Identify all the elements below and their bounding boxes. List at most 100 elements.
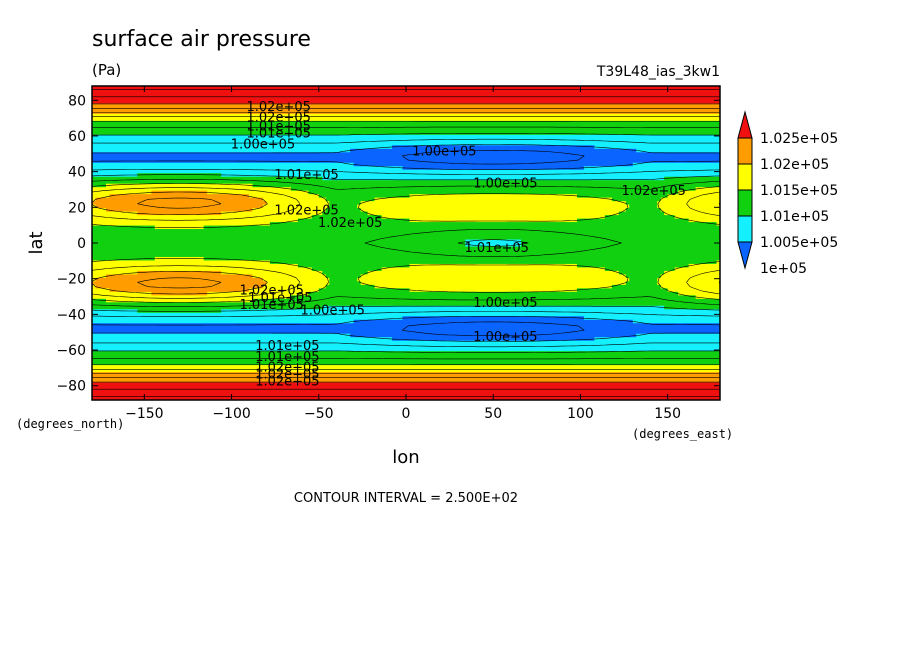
field-cell xyxy=(632,319,720,324)
x-units-label: (degrees_east) xyxy=(632,427,733,441)
contour-line xyxy=(92,126,720,360)
y-tick-label: −60 xyxy=(56,343,86,359)
colorbar-label: 1e+05 xyxy=(760,261,807,277)
contour-line xyxy=(92,89,720,397)
contour-line xyxy=(92,108,720,378)
colorbar-swatch-bottom xyxy=(737,241,753,270)
contour-interval-note: CONTOUR INTERVAL = 2.500E+02 xyxy=(294,491,518,506)
field-cell xyxy=(329,277,358,282)
field-cell xyxy=(329,204,358,209)
field-cell xyxy=(392,337,595,342)
field-cell xyxy=(95,197,264,202)
field-cell xyxy=(667,288,720,293)
field-cell xyxy=(92,197,97,202)
field-cell xyxy=(350,148,637,153)
field-cell xyxy=(618,270,665,275)
x-axis-title: lon xyxy=(392,447,419,468)
y-tick-label: 80 xyxy=(68,93,86,109)
field-cell xyxy=(318,288,411,293)
field-cell xyxy=(409,288,578,293)
field-cell xyxy=(92,319,355,324)
y-tick-label: 60 xyxy=(68,129,86,145)
field-cell xyxy=(92,344,720,349)
field-cell xyxy=(92,117,720,122)
field-cell xyxy=(109,194,250,199)
field-cell xyxy=(92,340,720,345)
field-cell xyxy=(290,295,697,300)
field-cell xyxy=(297,263,411,269)
contour-label: 1.01e+05 xyxy=(274,168,338,183)
field-cell xyxy=(611,284,662,289)
x-tick-label: −150 xyxy=(125,406,163,422)
x-tick-label: −100 xyxy=(212,406,250,422)
colorbar-swatch xyxy=(737,163,753,191)
field-cell xyxy=(92,159,720,164)
x-tick-label: 0 xyxy=(402,406,411,422)
field-cell xyxy=(625,208,662,213)
field-cell xyxy=(92,120,720,125)
field-cell xyxy=(92,229,720,234)
field-cell xyxy=(92,201,268,206)
field-cell xyxy=(262,277,330,282)
y-tick-label: 20 xyxy=(68,200,86,216)
field-cell xyxy=(325,208,362,213)
field-cell xyxy=(95,277,264,282)
field-cell xyxy=(92,243,466,248)
contour-labels: 1.02e+05 1.02e+05 1.01e+05 1.01e+05 1.00e+05… xyxy=(231,100,686,390)
field-cell xyxy=(297,218,411,223)
field-cell xyxy=(92,180,720,185)
contour-label: 1.02e+05 xyxy=(247,111,311,126)
field-cell xyxy=(678,291,720,296)
field-cell xyxy=(92,365,720,370)
colorbar-label: 1.025e+05 xyxy=(760,131,838,147)
field-cell xyxy=(674,267,720,272)
field-cell xyxy=(92,351,720,356)
contour-line xyxy=(92,133,720,353)
field-cell xyxy=(664,270,720,275)
field-cell xyxy=(632,162,720,167)
field-cell xyxy=(92,305,323,310)
field-cell xyxy=(92,127,720,132)
field-cell xyxy=(92,277,97,282)
field-cell xyxy=(521,243,720,248)
field-cell xyxy=(252,208,327,213)
field-cell xyxy=(92,176,323,181)
field-cell xyxy=(203,256,720,262)
colorbar-label: 1.015e+05 xyxy=(760,183,838,199)
contour-label: 1.00e+05 xyxy=(412,145,476,160)
field-cell xyxy=(329,201,362,206)
field-cell xyxy=(576,194,669,199)
field-cell xyxy=(92,134,720,139)
field-cell xyxy=(92,256,156,262)
field-cell xyxy=(92,253,720,258)
colorbar-label: 1.01e+05 xyxy=(760,209,829,225)
field-cell xyxy=(92,215,313,220)
contour-label: 1.01e+05 xyxy=(465,241,529,256)
contour-label: 1.02e+05 xyxy=(255,361,319,376)
field-cell xyxy=(409,218,578,223)
field-cell xyxy=(657,201,720,206)
field-cell xyxy=(604,215,676,220)
contour-line xyxy=(92,112,720,374)
field-cell xyxy=(92,249,720,255)
x-axis: −150 −100 −50 0 50 100 150 xyxy=(125,86,681,422)
field-cell xyxy=(92,96,720,101)
contour-line xyxy=(402,150,585,336)
field-cell xyxy=(92,333,351,338)
field-cell xyxy=(367,211,620,216)
field-cell xyxy=(203,225,720,230)
field-cell xyxy=(402,166,585,171)
chart-title: surface air pressure xyxy=(92,27,311,52)
field-cell xyxy=(381,267,606,272)
field-cell xyxy=(92,270,138,275)
field-cell xyxy=(322,176,665,181)
field-cell xyxy=(92,267,313,272)
field-cell xyxy=(92,222,271,227)
field-cell xyxy=(357,277,630,282)
y-tick-label: 40 xyxy=(68,165,86,181)
field-cell xyxy=(92,124,720,129)
field-cell xyxy=(636,333,720,338)
field-cell xyxy=(353,162,634,167)
colorbar-swatch xyxy=(737,137,753,165)
